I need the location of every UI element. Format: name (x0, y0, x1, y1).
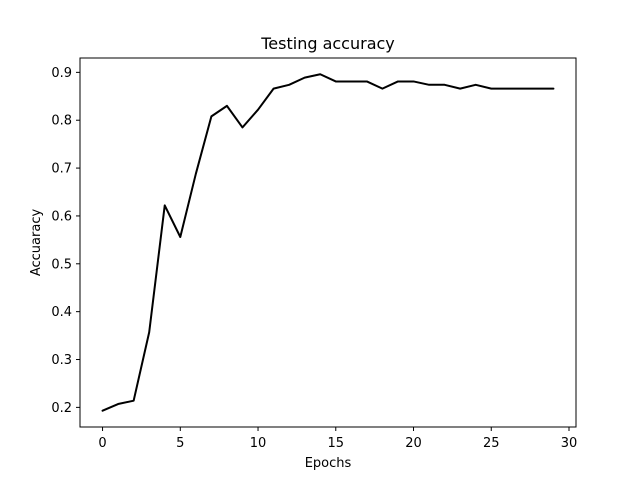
chart-title: Testing accuracy (260, 34, 395, 53)
y-tick-label: 0.8 (51, 114, 72, 129)
y-tick-label: 0.6 (51, 209, 72, 224)
x-tick-label: 15 (328, 436, 345, 451)
series-line-0 (101, 73, 555, 412)
x-tick-label: 20 (405, 436, 422, 451)
y-axis-label: Accuaracy (29, 209, 44, 277)
x-tick-label: 30 (561, 436, 578, 451)
y-tick-label: 0.2 (51, 401, 72, 416)
x-tick-label: 5 (176, 436, 184, 451)
x-axis-label: Epochs (305, 456, 352, 471)
y-tick-label: 0.7 (51, 162, 72, 177)
y-axis: 0.2 0.3 0.4 0.5 0.6 0.7 0.8 0.9 (51, 66, 80, 416)
x-tick-label: 10 (250, 436, 267, 451)
y-tick-label: 0.3 (51, 353, 72, 368)
plot-area (101, 73, 555, 412)
y-tick-label: 0.9 (51, 66, 72, 81)
x-tick-label: 25 (483, 436, 500, 451)
y-tick-label: 0.5 (51, 257, 72, 272)
y-tick-label: 0.4 (51, 305, 72, 320)
x-tick-label: 0 (98, 436, 106, 451)
axes-frame (79, 57, 577, 428)
x-axis: 0 5 10 15 20 25 30 (98, 427, 577, 451)
